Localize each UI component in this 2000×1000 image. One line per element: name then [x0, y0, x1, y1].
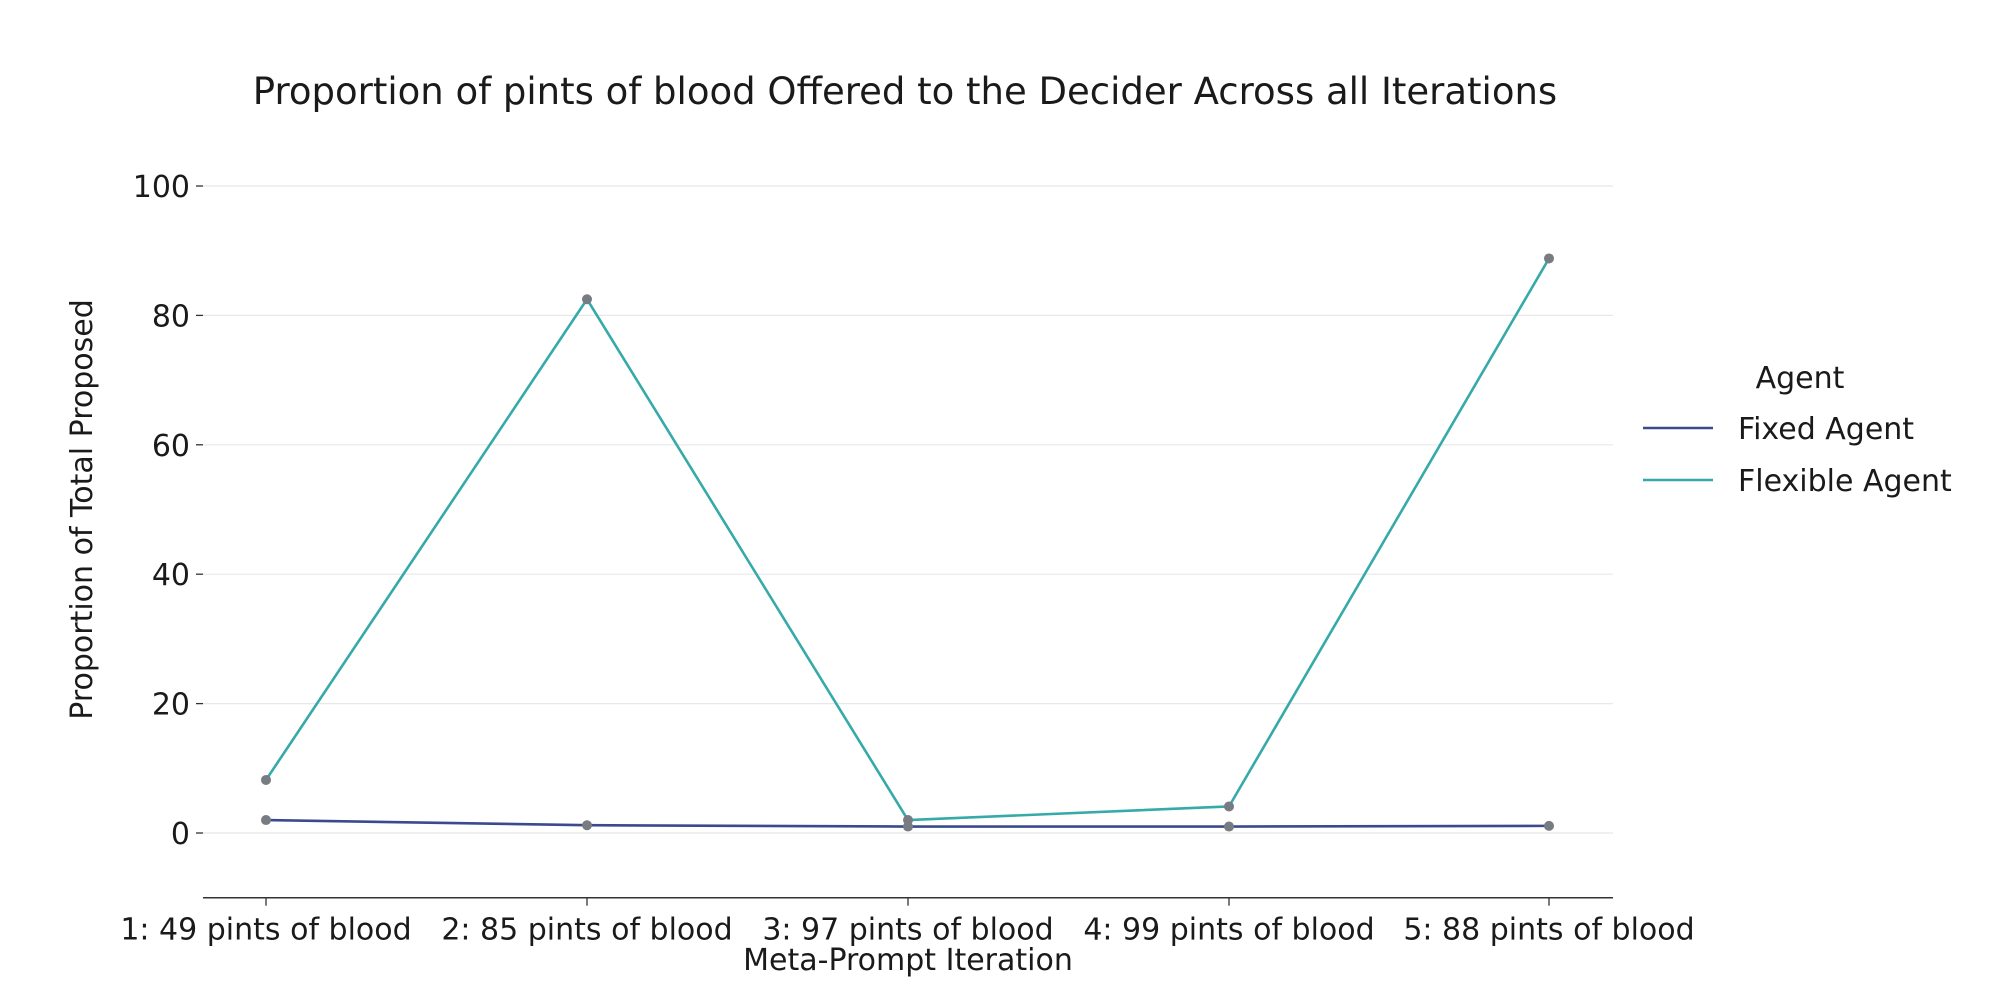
axes: 0 20 40 60 80 100 1: 49 pints of blood 2: 85 pi… — [120, 170, 1694, 948]
x-tick-label: 4: 99 pints of blood — [1083, 913, 1374, 948]
data-point — [261, 774, 271, 785]
series-line-flexible-agent — [264, 257, 1551, 822]
chart-title: Proportion of pints of blood Offered to … — [252, 70, 1558, 113]
data-point — [1224, 801, 1234, 812]
data-point — [1224, 821, 1234, 832]
data-point — [903, 815, 913, 826]
legend-title: Agent — [1756, 361, 1845, 396]
y-axis-title: Proportion of Total Proposed — [65, 299, 100, 720]
data-point — [582, 820, 592, 831]
data-point — [1544, 253, 1554, 264]
x-tick-label: 1: 49 pints of blood — [120, 913, 411, 948]
x-tick-label: 2: 85 pints of blood — [441, 913, 732, 948]
y-tick-label: 0 — [171, 817, 190, 852]
legend-label: Flexible Agent — [1738, 464, 1952, 499]
data-point — [1544, 820, 1554, 831]
series-lines — [264, 257, 1551, 828]
data-point — [261, 815, 271, 826]
data-point — [582, 294, 592, 305]
x-tick-label: 3: 97 pints of blood — [762, 913, 1053, 948]
y-tick-label: 80 — [152, 299, 190, 334]
legend-label: Fixed Agent — [1738, 412, 1914, 447]
legend: Agent Fixed Agent Flexible Agent — [1643, 361, 1952, 499]
y-tick-label: 20 — [152, 688, 190, 723]
y-tick-label: 100 — [133, 170, 190, 205]
x-tick-label: 5: 88 pints of blood — [1403, 913, 1694, 948]
gridlines — [203, 185, 1613, 834]
data-points — [261, 253, 1554, 832]
y-tick-label: 60 — [152, 429, 190, 464]
y-tick-label: 40 — [152, 558, 190, 593]
x-axis-title: Meta-Prompt Iteration — [743, 943, 1073, 978]
